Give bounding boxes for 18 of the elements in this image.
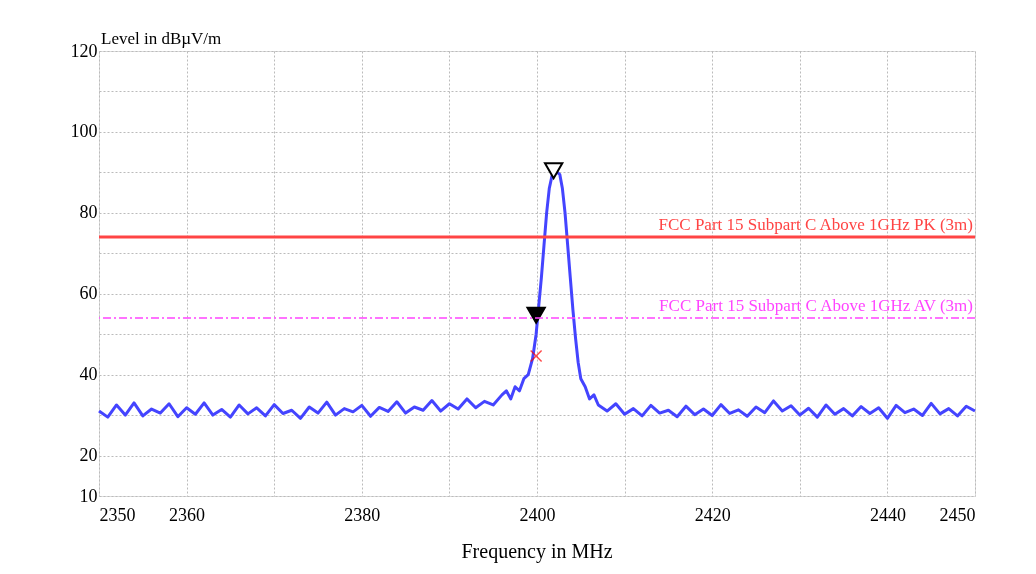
x-tick-label: 2360 bbox=[169, 504, 206, 525]
y-axis-title: Level in dBµV/m bbox=[101, 29, 222, 48]
y-tick-label: 40 bbox=[79, 364, 98, 385]
y-tick-label: 100 bbox=[70, 121, 98, 142]
y-tick-label: 60 bbox=[79, 283, 98, 304]
x-tick-label: 2400 bbox=[519, 504, 556, 525]
x-tick-label: 2350 bbox=[99, 504, 136, 525]
x-tick-label: 2440 bbox=[869, 504, 906, 525]
y-tick-label: 10 bbox=[79, 485, 98, 506]
y-tick-label: 20 bbox=[79, 445, 98, 466]
x-tick-label: 2420 bbox=[694, 504, 731, 525]
y-tick-label: 80 bbox=[79, 202, 98, 223]
x-axis-title: Frequency in MHz bbox=[461, 540, 613, 563]
ref-line-label: FCC Part 15 Subpart C Above 1GHz PK (3m) bbox=[658, 215, 973, 235]
x-tick-label: 2450 bbox=[939, 504, 976, 525]
x-tick-label: 2380 bbox=[344, 504, 381, 525]
y-tick-label: 120 bbox=[70, 40, 98, 61]
ref-line-label: FCC Part 15 Subpart C Above 1GHz AV (3m) bbox=[659, 296, 973, 315]
